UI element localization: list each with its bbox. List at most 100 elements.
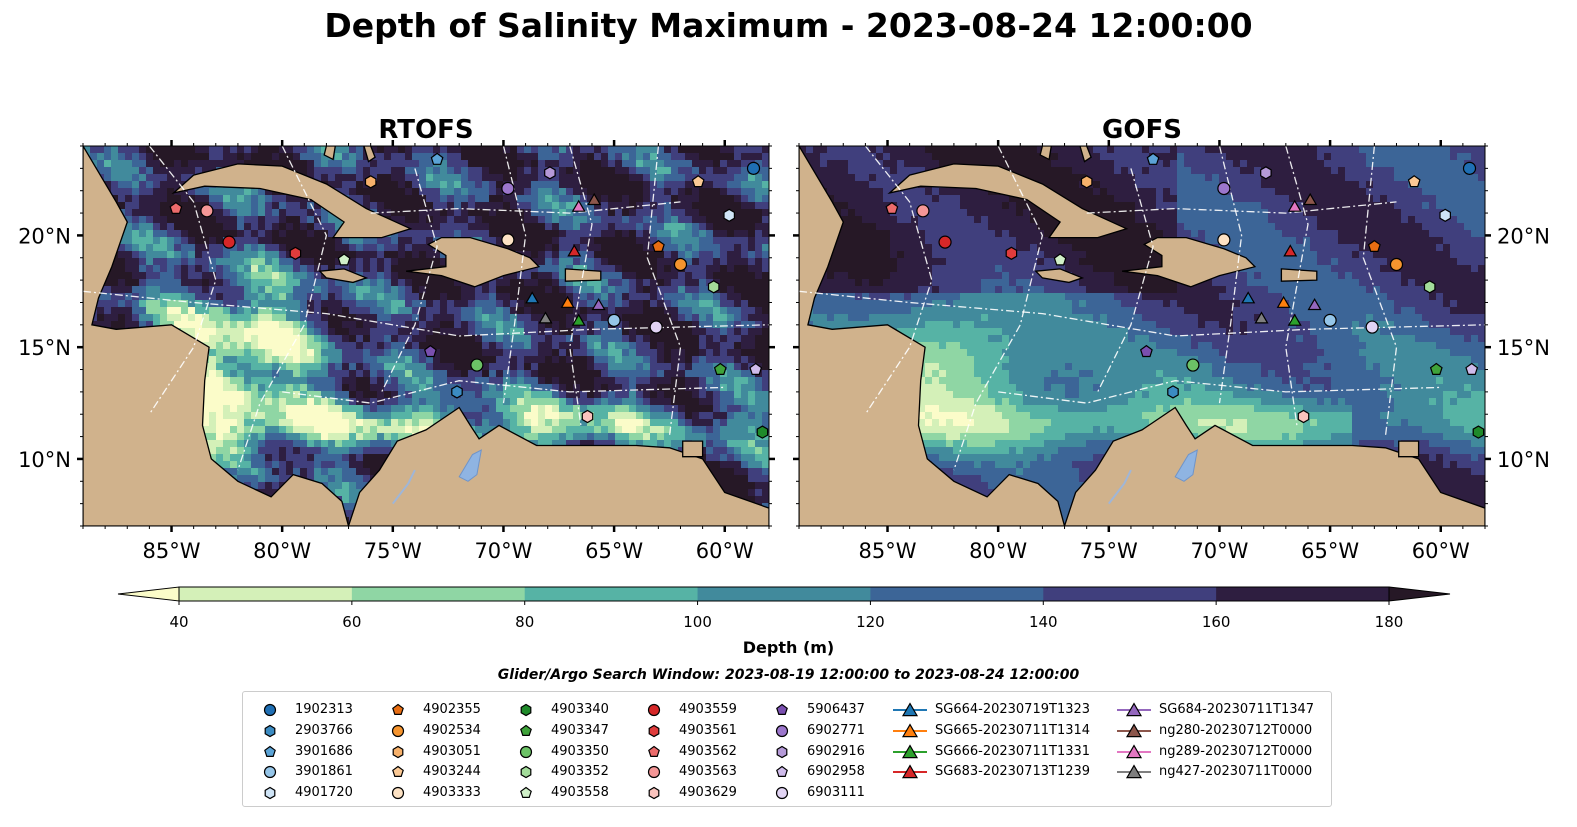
marker-6903111 (649, 320, 663, 334)
legend-marker (520, 724, 532, 736)
x-tick-label: 80°W (969, 539, 1027, 563)
x-tick-label: 65°W (1301, 539, 1359, 563)
x-tick-label: 85°W (143, 539, 201, 563)
legend-label: 4903558 (551, 785, 609, 801)
marker-4903340 (1472, 425, 1485, 439)
legend-marker (901, 723, 919, 737)
marker-4903352 (707, 280, 720, 294)
marker-4903563 (916, 204, 930, 218)
legend-label: 5906437 (807, 702, 865, 717)
marker-4903629 (1297, 409, 1310, 424)
legend-marker (648, 724, 660, 737)
marker-4901720 (723, 208, 736, 222)
marker-3901861 (1323, 313, 1337, 327)
land-polygon (171, 163, 413, 239)
legend-label: 4903333 (423, 785, 481, 801)
legend-label: 3901861 (295, 764, 353, 780)
colorbar-over-extension (1388, 586, 1451, 602)
marker-6902916 (1260, 166, 1272, 180)
y-tick-label: 15°N (1497, 336, 1550, 360)
panel-gofs: GOFS 85°W 80°W 75°W 70°W 65°W 60°W 20°N 15°N 10°N (793, 115, 1550, 563)
marker-4903563 (200, 204, 214, 218)
marker-ng280-20230712T0000 (587, 192, 602, 206)
legend-label: ng280-20230712T0000 (1159, 722, 1313, 738)
land-polygon (682, 440, 704, 458)
colorbar-under-extension (117, 586, 180, 602)
legend: 1902313 2903766 3901686 3901861 4901720 49023… (242, 691, 1332, 807)
marker-6902916 (544, 166, 556, 180)
legend-label: 6902916 (807, 743, 865, 759)
panel-frame (798, 145, 1486, 527)
x-tick-label: 70°W (474, 539, 532, 563)
legend-label: SG684-20230711T1347 (1159, 702, 1315, 717)
legend-marker (647, 766, 661, 779)
panel-title: RTOFS (378, 115, 473, 145)
land-polygon (83, 146, 350, 526)
marker-ng289-20230712T0000 (1287, 199, 1302, 212)
legend-marker (901, 702, 919, 717)
land-polygon (406, 236, 541, 288)
panel-title: GOFS (1102, 115, 1182, 145)
legend-label: SG665-20230711T1314 (935, 722, 1091, 738)
y-tick-label: 10°N (18, 448, 71, 472)
legend-label: SG664-20230719T1323 (935, 702, 1091, 717)
marker-SG683-20230713T1239 (1283, 244, 1298, 257)
colorbar-segment (697, 587, 871, 601)
legend-label: 6902771 (807, 722, 865, 738)
legend-marker (264, 724, 276, 737)
x-tick-label: 80°W (253, 539, 311, 563)
legend-label: SG683-20230713T1239 (935, 764, 1091, 780)
land-polygon (347, 406, 769, 526)
search-window-caption: Glider/Argo Search Window: 2023-08-19 12… (497, 667, 1080, 683)
figure-title: Depth of Salinity Maximum - 2023-08-24 1… (324, 6, 1253, 45)
marker-SG684-20230711T1347 (1307, 298, 1322, 311)
legend-marker (901, 764, 919, 779)
colorbar-tick-label: 80 (515, 613, 534, 631)
legend-marker (264, 745, 276, 757)
legend-label: 2903766 (295, 722, 353, 738)
eez-boundary (1285, 146, 1309, 426)
legend-label: 1902313 (295, 702, 353, 717)
marker-4903340 (756, 425, 769, 439)
marker-4903562 (885, 201, 899, 214)
marker-SG684-20230711T1347 (591, 298, 606, 311)
legend-label: 4903563 (679, 764, 737, 780)
colorbar-segment (179, 587, 353, 601)
colorbar-label: Depth (m) (742, 638, 835, 657)
eez-boundary (1362, 146, 1398, 437)
legend-label: 4901720 (295, 785, 353, 801)
legend-marker (520, 766, 532, 779)
marker-4902534 (1389, 257, 1404, 272)
colorbar: 40 60 80 100 120 140 160 180 (117, 586, 1451, 631)
marker-6902958 (749, 362, 763, 375)
land-polygon (318, 268, 369, 284)
marker-4902355 (1367, 239, 1381, 252)
marker-4902534 (673, 257, 688, 272)
marker-4903244 (1407, 175, 1421, 188)
land-polygon (1398, 440, 1420, 458)
marker-4903558 (1053, 253, 1067, 266)
marker-2903766 (1167, 385, 1179, 399)
land-polygon (1079, 146, 1092, 163)
y-tick-label: 20°N (1497, 224, 1550, 248)
marker-ng427-20230711T0000 (1254, 311, 1269, 324)
colorbar-tick-label: 40 (169, 613, 188, 631)
colorbar-segment (1043, 587, 1217, 601)
marker-SG683-20230713T1239 (567, 244, 582, 257)
lake-maracaibo (458, 449, 482, 482)
marker-6902771 (501, 181, 515, 196)
land-polygon (799, 146, 1066, 526)
legend-marker (264, 786, 276, 800)
legend-label: SG666-20230711T1331 (935, 743, 1091, 759)
legend-marker (775, 724, 789, 737)
legend-marker (648, 745, 660, 757)
legend-marker (776, 745, 788, 758)
legend-marker (263, 703, 277, 717)
land-polygon (887, 163, 1129, 239)
eez-boundary (953, 146, 1044, 471)
marker-6903111 (1365, 320, 1379, 334)
x-tick-label: 75°W (364, 539, 422, 563)
x-tick-label: 85°W (859, 539, 917, 563)
eez-boundary (282, 380, 725, 404)
